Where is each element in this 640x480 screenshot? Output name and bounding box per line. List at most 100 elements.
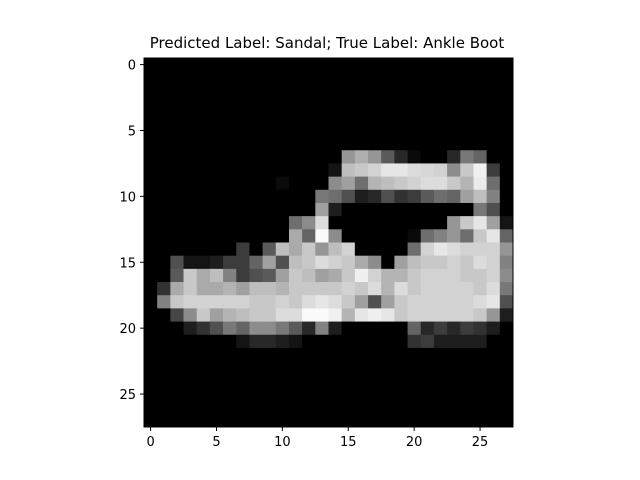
heatmap-cell <box>315 229 329 243</box>
heatmap-cell <box>288 308 303 322</box>
heatmap-cell <box>302 58 316 72</box>
heatmap-cell <box>275 268 290 283</box>
heatmap-cell <box>249 413 264 428</box>
heatmap-cell <box>460 189 474 204</box>
heatmap-cell <box>473 347 488 362</box>
heatmap-cell <box>236 334 250 349</box>
heatmap-cell <box>144 413 158 428</box>
heatmap-cell <box>499 163 514 178</box>
heatmap-cell <box>315 413 329 428</box>
heatmap-cell <box>262 84 277 98</box>
x-tick-label: 15 <box>340 435 357 450</box>
heatmap-cell <box>196 189 211 204</box>
heatmap-cell <box>275 374 290 388</box>
heatmap-cell <box>473 163 488 178</box>
heatmap-cell <box>288 176 303 191</box>
heatmap-cell <box>196 268 211 283</box>
heatmap-cell <box>144 361 158 375</box>
heatmap-cell <box>381 282 395 296</box>
y-axis: 0 5 10 15 20 25 <box>119 59 144 403</box>
heatmap-cell <box>486 308 501 322</box>
heatmap-cell <box>420 163 435 178</box>
heatmap-cell <box>328 150 343 164</box>
heatmap-cell <box>381 387 395 402</box>
heatmap-cell <box>394 123 408 138</box>
heatmap-cell <box>288 189 303 204</box>
heatmap-cell <box>288 163 303 178</box>
heatmap-cell <box>262 58 277 72</box>
heatmap-cell <box>473 202 488 217</box>
heatmap-cell <box>209 242 224 257</box>
heatmap-cell <box>288 374 303 388</box>
heatmap-cell <box>368 97 382 112</box>
heatmap-cell <box>144 202 158 217</box>
heatmap-cell <box>460 123 474 138</box>
heatmap-cell <box>249 163 264 178</box>
heatmap-cell <box>249 216 264 230</box>
x-axis: 0 5 10 15 20 25 <box>146 427 488 450</box>
heatmap-cell <box>447 347 461 362</box>
y-tick-label: 15 <box>119 256 136 271</box>
heatmap-cell <box>499 71 514 85</box>
heatmap-cell <box>486 387 501 402</box>
heatmap-cell <box>157 374 171 388</box>
heatmap-cell <box>328 110 343 125</box>
heatmap-cell <box>328 295 343 309</box>
heatmap-cell <box>341 334 356 349</box>
heatmap-cell <box>275 97 290 112</box>
heatmap-cell <box>341 242 356 257</box>
heatmap-cell <box>447 150 461 164</box>
heatmap-cell <box>354 202 369 217</box>
heatmap-cell <box>328 282 343 296</box>
heatmap-cell <box>394 400 408 415</box>
heatmap-cell <box>328 413 343 428</box>
heatmap-cell <box>302 84 316 98</box>
heatmap-cell <box>183 347 198 362</box>
heatmap-cell <box>420 71 435 85</box>
heatmap-cell <box>354 150 369 164</box>
heatmap-cell <box>209 347 224 362</box>
heatmap-cell <box>183 97 198 112</box>
heatmap-cell <box>183 110 198 125</box>
heatmap-cell <box>288 202 303 217</box>
heatmap-cell <box>223 163 237 178</box>
heatmap-cell <box>447 216 461 230</box>
heatmap-cell <box>157 347 171 362</box>
heatmap-cell <box>433 334 448 349</box>
heatmap-cell <box>368 334 382 349</box>
heatmap-cell <box>170 400 184 415</box>
heatmap-cell <box>275 84 290 98</box>
heatmap-cell <box>447 361 461 375</box>
heatmap-cell <box>381 202 395 217</box>
heatmap-cell <box>460 242 474 257</box>
heatmap-cell <box>302 361 316 375</box>
heatmap-cell <box>144 295 158 309</box>
heatmap-cell <box>354 308 369 322</box>
heatmap-cell <box>262 282 277 296</box>
heatmap-cell <box>302 97 316 112</box>
heatmap-cell <box>420 321 435 336</box>
heatmap-cell <box>354 229 369 243</box>
heatmap-cell <box>381 347 395 362</box>
heatmap-cell <box>183 268 198 283</box>
heatmap-cell <box>236 216 250 230</box>
heatmap-cell <box>341 255 356 270</box>
heatmap-cell <box>433 413 448 428</box>
heatmap-cell <box>315 150 329 164</box>
heatmap-cell <box>275 321 290 336</box>
heatmap-cell <box>157 334 171 349</box>
heatmap-cell <box>249 137 264 151</box>
heatmap-cell <box>170 229 184 243</box>
heatmap-cell <box>354 255 369 270</box>
heatmap-cell <box>407 308 422 322</box>
heatmap-cell <box>249 308 264 322</box>
heatmap-cell <box>209 137 224 151</box>
heatmap-cell <box>236 150 250 164</box>
heatmap-cell <box>499 361 514 375</box>
heatmap-cell <box>394 137 408 151</box>
heatmap-cell <box>354 242 369 257</box>
heatmap-cell <box>499 387 514 402</box>
heatmap-cell <box>157 71 171 85</box>
heatmap-cell <box>447 123 461 138</box>
heatmap-cell <box>144 163 158 178</box>
